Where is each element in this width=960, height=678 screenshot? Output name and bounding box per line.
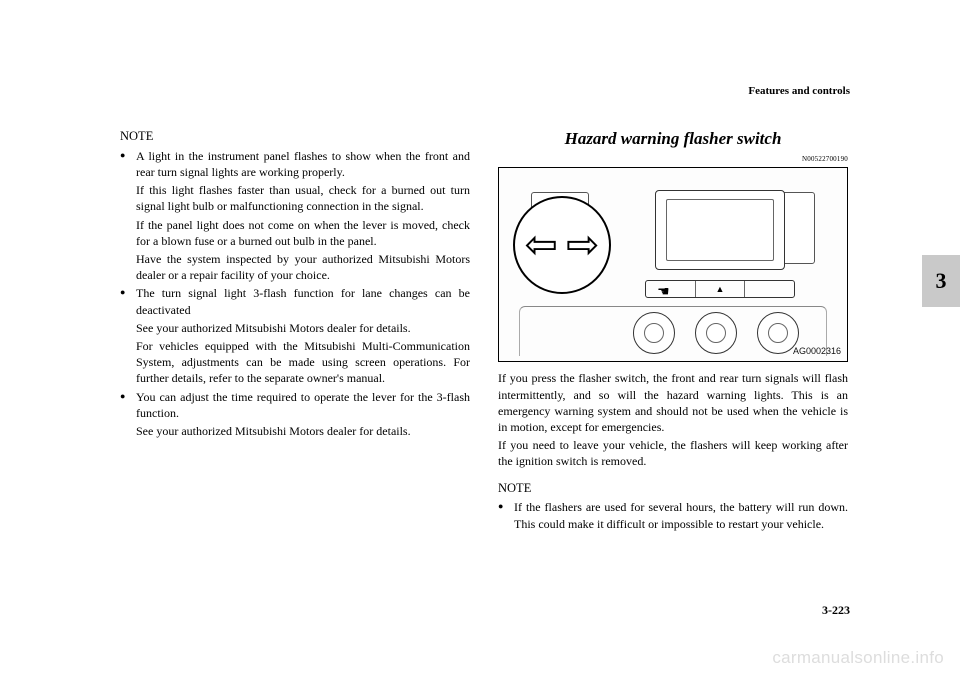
list-item: If the flashers are used for several hou… (498, 499, 848, 531)
list-item: You can adjust the time required to oper… (120, 389, 470, 440)
running-head: Features and controls (748, 85, 850, 97)
figure-label: AG0002316 (793, 345, 841, 357)
watermark: carmanualsonline.info (772, 648, 944, 668)
chapter-number: 3 (936, 268, 947, 294)
display-inner (666, 199, 774, 261)
arrow-left-icon: ⇦ (524, 225, 558, 265)
section-title: Hazard warning flasher switch (498, 128, 848, 151)
paragraph: If the flashers are used for several hou… (514, 499, 848, 531)
paragraph: A light in the instrument panel flashes … (136, 148, 470, 180)
center-display (655, 190, 785, 270)
button-slot (646, 281, 696, 297)
right-column: Hazard warning flasher switch N005227001… (498, 128, 848, 534)
paragraph: If you need to leave your vehicle, the f… (498, 437, 848, 469)
document-number: N00522700190 (498, 155, 848, 164)
note-label: NOTE (498, 480, 848, 497)
paragraph: If the panel light does not come on when… (136, 217, 470, 249)
arrow-right-icon: ⇨ (566, 225, 600, 265)
paragraph: See your authorized Mitsubishi Motors de… (136, 320, 470, 336)
note-label: NOTE (120, 128, 470, 145)
indicator-circle: ⇦ ⇨ (513, 196, 611, 294)
hazard-button: ▲ (696, 281, 746, 297)
paragraph: You can adjust the time required to oper… (136, 389, 470, 421)
paragraph: See your authorized Mitsubishi Motors de… (136, 423, 470, 439)
note-list: A light in the instrument panel flashes … (120, 148, 470, 439)
hazard-icon: ▲ (716, 283, 725, 295)
hazard-switch-figure: ▲ ☛ ⇦ ⇨ AG0002316 (498, 167, 848, 362)
note-list: If the flashers are used for several hou… (498, 499, 848, 531)
paragraph: Have the system inspected by your author… (136, 251, 470, 283)
list-item: A light in the instrument panel flashes … (120, 148, 470, 284)
page-number: 3-223 (822, 603, 850, 618)
pointer-icon: ☛ (657, 284, 670, 303)
button-slot (745, 281, 794, 297)
chapter-side-tab: 3 (922, 255, 960, 307)
paragraph: The turn signal light 3-flash function f… (136, 285, 470, 317)
paragraph: If you press the flasher switch, the fro… (498, 370, 848, 435)
page-content: Features and controls NOTE A light in th… (120, 100, 850, 534)
left-column: NOTE A light in the instrument panel fla… (120, 128, 470, 534)
paragraph: For vehicles equipped with the Mitsubish… (136, 338, 470, 387)
two-column-layout: NOTE A light in the instrument panel fla… (120, 128, 850, 534)
paragraph: If this light flashes faster than usual,… (136, 182, 470, 214)
page-wrap: 3 Features and controls NOTE A light in … (0, 0, 960, 678)
list-item: The turn signal light 3-flash function f… (120, 285, 470, 386)
